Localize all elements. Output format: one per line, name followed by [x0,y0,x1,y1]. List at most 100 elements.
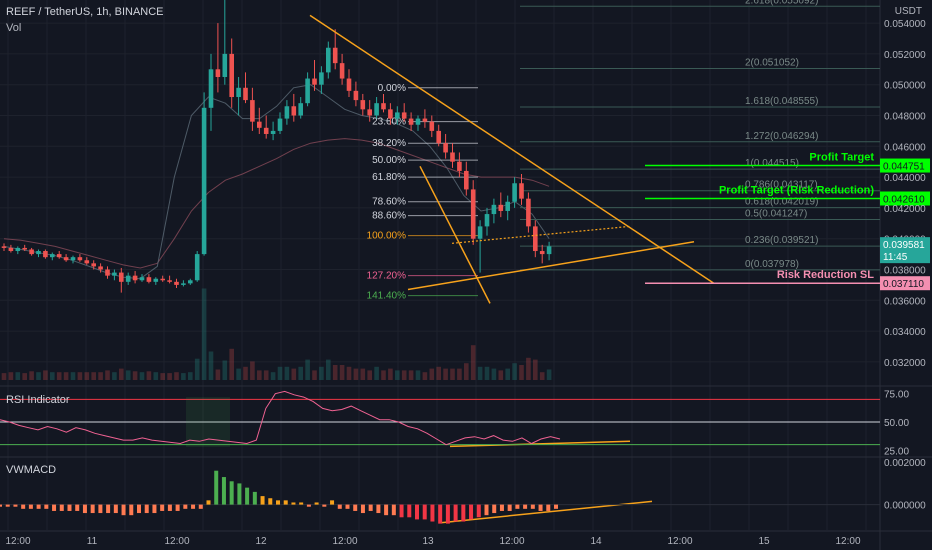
volume-bar [339,365,345,380]
candle-body [139,277,145,281]
countdown-text: 11:45 [883,252,908,263]
volume-bar [181,373,186,380]
macd-histogram-bar [330,500,335,505]
volume-bar [519,365,524,380]
volume-bar [395,370,400,380]
macd-histogram-bar [345,504,350,509]
candle-body [505,201,510,211]
volume-bar [291,368,297,380]
candle-body [367,109,372,116]
macd-histogram-bar [191,504,196,509]
candle-body [484,214,490,227]
fib-level-label: 61.80% [372,172,406,183]
macd-histogram-bar [229,481,234,505]
candle-body [498,204,504,211]
time-tick-label: 11 [87,536,98,547]
candle-body [339,63,345,79]
candle-body [22,247,27,250]
macd-histogram-bar [538,504,543,511]
macd-histogram-bar [407,504,412,518]
volume-bar [470,345,476,380]
volume-bar [84,372,90,380]
fibext-level-label: 0.786(0.043117) [745,180,818,191]
macd-histogram-bar [554,504,558,509]
fibext-level-label: 2(0.051052) [745,57,799,68]
macd-histogram-bar [314,502,319,505]
candle-body [174,281,179,285]
volume-bar [381,370,386,380]
macd-histogram-bar [0,504,2,507]
time-tick-label: 12 [255,536,267,547]
price-axis[interactable]: 0.054000 0.052000 0.050000 0.048000 0.046000… [880,19,930,512]
macd-histogram-bar [376,504,381,514]
fibext-level-label: 0(0.037978) [745,259,799,270]
macd-histogram-bar [469,504,474,520]
time-tick-label: 14 [590,536,602,547]
candle-body [29,249,34,255]
fibonacci-retracement[interactable]: 0.00% 23.60% 38.20% 50.00% 61.80% 78.60% 88.60… [367,83,478,302]
fib-level-label: 78.60% [372,197,406,208]
volume-bar [15,372,21,380]
rsi-tick-label: 50.00 [884,418,909,429]
candle-body [36,251,41,255]
fibonacci-extension[interactable]: 2.618(0.055092) 2(0.051052) 1.618(0.048555… [520,0,880,271]
volume-bar [98,372,103,380]
macd-histogram-bar [152,504,157,514]
candle-body [477,226,483,239]
time-tick-label: 12:00 [5,536,30,547]
candle-body [277,118,283,131]
volume-bar [498,370,504,380]
volume-bar [63,372,69,380]
candle-body [153,278,159,282]
price-tick-label: 0.048000 [884,112,926,123]
level-price-text: 0.044751 [883,162,925,173]
time-tick-label: 12:00 [164,536,189,547]
volume-bar [415,370,421,380]
macd-histogram-bar [21,504,26,509]
trendline-drawings[interactable] [309,14,715,524]
projection-line [451,225,631,244]
macd-tick-label: 0.002000 [884,458,926,469]
price-tick-label: 0.034000 [884,327,926,338]
time-tick-label: 12:00 [835,536,860,547]
candle-body [56,254,62,258]
volume-bar [401,370,407,380]
volume-bar [484,366,490,380]
volume-bar [512,363,517,380]
volume-bar [250,361,255,380]
volume-bar [457,368,462,380]
macd-histogram-bar [268,498,273,505]
fib-level-label: 88.60% [372,211,406,222]
volume-bar [43,370,48,380]
volume-bar [374,366,379,380]
macd-histogram-bar [121,504,126,516]
macd-histogram-bar [67,504,72,511]
candle-body [215,69,221,77]
target-levels[interactable]: Profit Target 0.044751 Profit Target (Risk… [645,152,930,291]
ma-fast-line [3,84,550,280]
price-tick-label: 0.054000 [884,19,926,30]
volume-bar [70,372,76,380]
candle-body [50,254,55,258]
candle-body [160,278,165,281]
macd-histogram-bar [260,496,265,505]
macd-histogram-bar [237,483,242,505]
macd-histogram-bar [445,504,450,524]
volume-bar [257,370,262,380]
macd-histogram-bar [137,504,141,514]
candle-body [374,103,379,116]
rsi-highlight-zone [186,397,230,447]
macd-histogram-bar [546,504,551,511]
volume-bar [526,357,531,380]
macd-histogram-bar [90,504,95,514]
volume-bar [422,372,428,380]
volume-bar [125,370,131,380]
candle-body [146,277,152,282]
candle-body [332,47,338,64]
fibext-level-label: 1.272(0.046294) [745,131,818,142]
price-tick-label: 0.036000 [884,296,926,307]
time-axis[interactable]: 12:00 11 12:00 12 12:00 13 12:00 14 12:00 15 12:00 [5,536,860,547]
candle-body [70,257,76,261]
